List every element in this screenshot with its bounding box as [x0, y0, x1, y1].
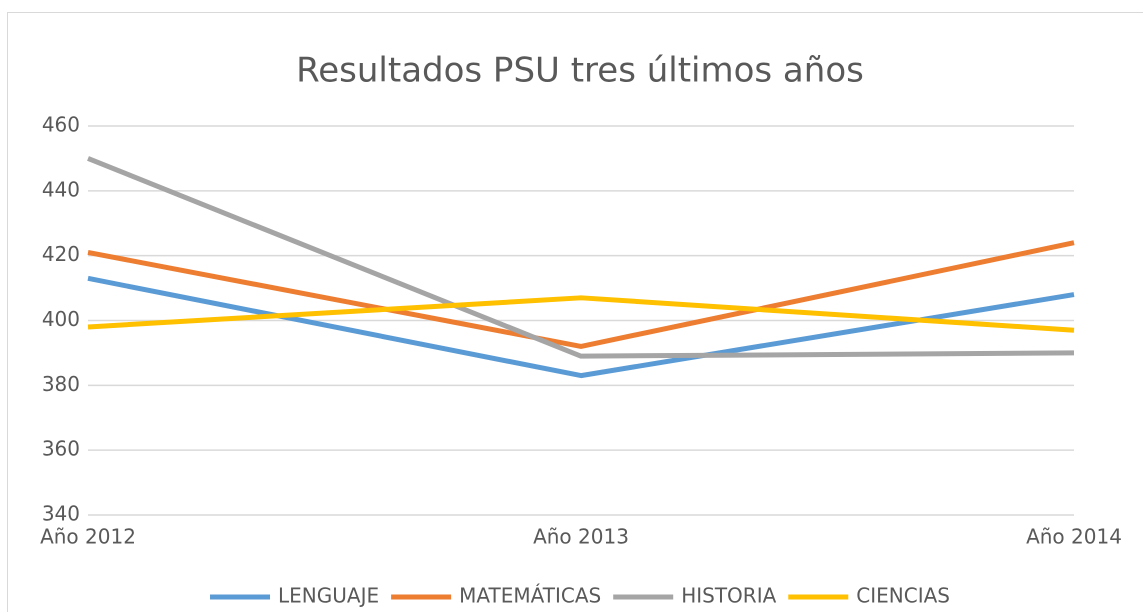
- y-tick-label: 400: [42, 307, 80, 331]
- y-tick-label: 440: [42, 177, 80, 201]
- y-tick-label: 420: [42, 242, 80, 266]
- x-tick-label: Año 2012: [40, 525, 136, 549]
- data-line: [87, 240, 1075, 349]
- x-tick-label: Año 2014: [1026, 525, 1122, 549]
- legend-label: LENGUAJE: [278, 584, 379, 608]
- y-tick-label: 340: [42, 502, 80, 526]
- legend-label: HISTORIA: [681, 584, 776, 608]
- y-tick-label: 360: [42, 437, 80, 461]
- y-tick-label: 460: [42, 113, 80, 137]
- legend-label: CIENCIAS: [856, 584, 950, 608]
- legend-label: MATEMÁTICAS: [459, 584, 601, 608]
- chart-title: Resultados PSU tres últimos años: [296, 51, 864, 91]
- x-tick-label: Año 2013: [533, 525, 629, 549]
- data-line: [87, 295, 1075, 333]
- y-tick-label: 380: [42, 372, 80, 396]
- data-line: [87, 156, 1075, 359]
